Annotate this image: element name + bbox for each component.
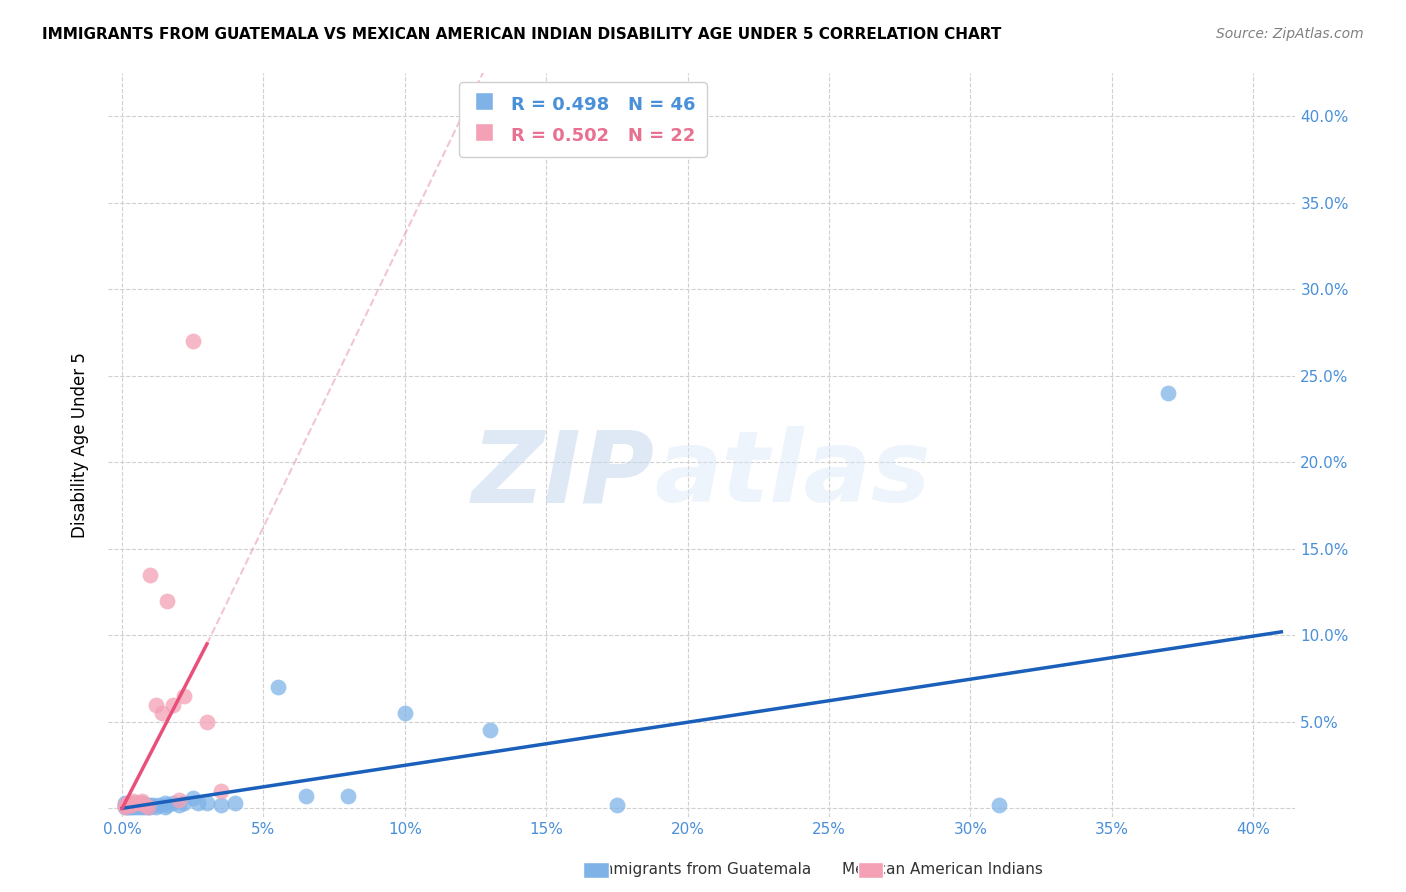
- Point: [125, 797, 148, 812]
- Text: ZIP: ZIP: [471, 426, 654, 524]
- Point: [125, 799, 148, 814]
- Point: [122, 799, 145, 814]
- Point: [117, 797, 139, 812]
- Point: [266, 680, 288, 694]
- Point: [173, 689, 195, 703]
- Text: IMMIGRANTS FROM GUATEMALA VS MEXICAN AMERICAN INDIAN DISABILITY AGE UNDER 5 CORR: IMMIGRANTS FROM GUATEMALA VS MEXICAN AME…: [42, 27, 1001, 42]
- Point: [153, 796, 176, 810]
- Point: [394, 706, 416, 721]
- Text: atlas: atlas: [654, 426, 931, 524]
- Point: [122, 797, 145, 812]
- Point: [136, 799, 159, 814]
- Point: [181, 334, 204, 348]
- Point: [209, 797, 232, 812]
- Point: [120, 799, 142, 814]
- Point: [195, 714, 218, 729]
- Point: [134, 797, 156, 812]
- Text: Mexican American Indians: Mexican American Indians: [842, 863, 1042, 877]
- Point: [1157, 386, 1180, 401]
- Point: [478, 723, 501, 738]
- Point: [145, 799, 167, 814]
- Point: [125, 796, 148, 810]
- Y-axis label: Disability Age Under 5: Disability Age Under 5: [72, 352, 89, 538]
- Point: [139, 567, 162, 582]
- Point: [987, 797, 1010, 812]
- Point: [195, 796, 218, 810]
- Point: [148, 797, 170, 812]
- Point: [156, 797, 179, 812]
- Point: [606, 797, 628, 812]
- Point: [122, 794, 145, 808]
- Point: [295, 789, 318, 804]
- Point: [162, 698, 184, 712]
- Point: [131, 794, 153, 808]
- Point: [128, 797, 150, 812]
- Point: [117, 797, 139, 812]
- Point: [120, 797, 142, 812]
- Point: [162, 796, 184, 810]
- Point: [131, 799, 153, 814]
- Point: [187, 796, 209, 810]
- Point: [224, 796, 246, 810]
- Point: [167, 793, 190, 807]
- Point: [114, 796, 136, 810]
- Point: [150, 706, 173, 721]
- Point: [337, 789, 360, 804]
- Point: [136, 799, 159, 814]
- Point: [114, 799, 136, 814]
- Point: [125, 796, 148, 810]
- Point: [117, 796, 139, 810]
- Point: [167, 797, 190, 812]
- Point: [128, 796, 150, 810]
- Legend: R = 0.498   N = 46, R = 0.502   N = 22: R = 0.498 N = 46, R = 0.502 N = 22: [460, 82, 707, 157]
- Point: [131, 796, 153, 810]
- Point: [114, 797, 136, 812]
- Point: [120, 796, 142, 810]
- Point: [156, 593, 179, 607]
- Point: [145, 698, 167, 712]
- Point: [142, 797, 165, 812]
- Point: [181, 791, 204, 805]
- Point: [114, 799, 136, 814]
- Point: [117, 799, 139, 814]
- Point: [114, 797, 136, 812]
- Point: [153, 799, 176, 814]
- Text: Source: ZipAtlas.com: Source: ZipAtlas.com: [1216, 27, 1364, 41]
- Point: [128, 799, 150, 814]
- Point: [139, 799, 162, 814]
- Point: [120, 797, 142, 812]
- Point: [120, 796, 142, 810]
- Point: [209, 784, 232, 798]
- Point: [139, 797, 162, 812]
- Point: [134, 799, 156, 814]
- Point: [173, 796, 195, 810]
- Point: [134, 797, 156, 812]
- Text: Immigrants from Guatemala: Immigrants from Guatemala: [595, 863, 811, 877]
- Point: [117, 797, 139, 812]
- Point: [117, 799, 139, 814]
